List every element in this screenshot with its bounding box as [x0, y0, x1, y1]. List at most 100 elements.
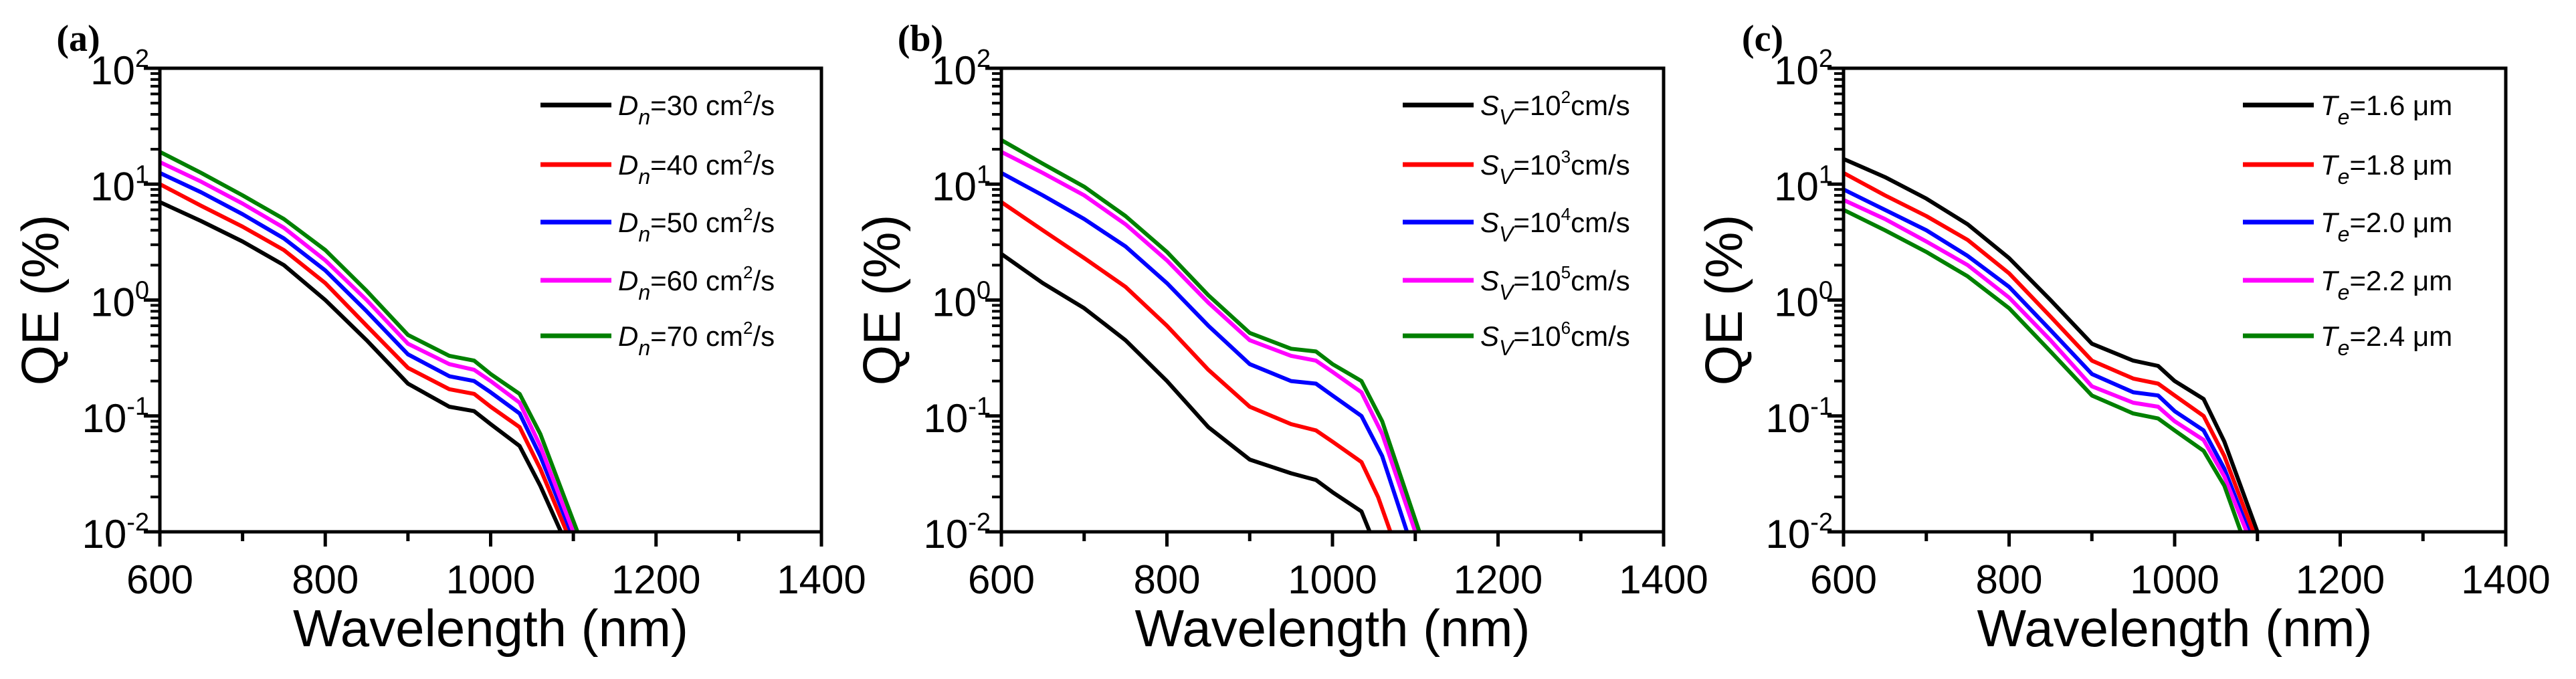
series-line-2 [160, 182, 569, 532]
legend-label: Dn=60 cm2/s [618, 262, 775, 304]
legend-symbol: S [1480, 149, 1499, 181]
legend-subscript: n [638, 222, 650, 246]
y-tick-base: 10 [82, 512, 126, 557]
y-tick-label: 100 [90, 277, 149, 325]
series-line-4 [1001, 150, 1417, 532]
series-line-5 [1844, 208, 2243, 532]
legend-item: Dn=60 cm2/s [540, 262, 775, 304]
legend-unit: /s [753, 320, 775, 352]
legend: SV=102cm/sSV=103cm/sSV=104cm/sSV=105cm/s… [1403, 87, 1630, 360]
y-tick-base: 10 [932, 280, 977, 325]
legend-value: =30 cm [650, 90, 743, 121]
legend: Dn=30 cm2/sDn=40 cm2/sDn=50 cm2/sDn=60 c… [540, 87, 775, 360]
y-tick-label: 101 [90, 161, 149, 209]
legend-subscript: V [1499, 165, 1515, 189]
legend-subscript: n [638, 165, 650, 189]
y-tick-base: 10 [1774, 164, 1819, 209]
legend-label: SV=103cm/s [1480, 147, 1630, 189]
x-tick-label: 800 [1133, 557, 1200, 602]
y-tick-exponent: 0 [135, 277, 149, 305]
legend-unit: cm/s [1571, 149, 1630, 181]
y-axis-title: QE (%) [11, 215, 70, 386]
y-tick-label: 100 [1774, 277, 1833, 325]
legend-symbol: D [618, 149, 638, 181]
legend-subscript: e [2338, 165, 2350, 189]
legend-label: Te=1.8 μm [2320, 149, 2452, 189]
legend-superscript: 6 [1561, 318, 1571, 338]
legend-superscript: 2 [743, 262, 753, 282]
series-line-2 [1844, 171, 2256, 532]
y-tick-base: 10 [90, 280, 135, 325]
legend-item: Te=1.6 μm [2243, 90, 2452, 129]
legend-label: Te=2.2 μm [2320, 265, 2452, 304]
y-tick-label: 10-1 [1765, 393, 1833, 441]
x-tick-label: 1200 [1454, 557, 1543, 602]
panel-c: (c)600 800 1000 1200 140010-210-1100101102Wa… [1694, 18, 2551, 658]
y-tick-base: 10 [1765, 512, 1810, 557]
legend-unit: cm/s [1571, 90, 1630, 121]
legend-symbol: D [618, 90, 638, 121]
legend-unit: cm/s [1571, 320, 1630, 352]
legend-subscript: e [2338, 280, 2350, 304]
plot-frame [158, 66, 823, 534]
legend-subscript: n [638, 280, 650, 304]
legend-unit: /s [753, 207, 775, 238]
x-tick-label: 1400 [777, 557, 866, 602]
y-tick-label: 10-2 [923, 508, 991, 557]
y-tick-label: 102 [932, 45, 991, 93]
legend-item: Dn=40 cm2/s [540, 147, 775, 189]
y-tick-exponent: 2 [1819, 45, 1833, 73]
legend-label: Dn=50 cm2/s [618, 204, 775, 246]
legend-value: =10 [1513, 265, 1561, 296]
legend-subscript: V [1499, 105, 1515, 129]
legend-item: Dn=50 cm2/s [540, 204, 775, 246]
legend-subscript: e [2338, 105, 2350, 129]
x-axis-title: Wavelength (nm) [1135, 599, 1530, 658]
legend-unit: /s [753, 265, 775, 296]
y-tick-base: 10 [90, 164, 135, 209]
y-tick-exponent: 2 [977, 45, 991, 73]
legend-superscript: 2 [1561, 87, 1571, 107]
y-tick-exponent: -2 [1810, 508, 1833, 537]
y-tick-exponent: 1 [977, 161, 991, 189]
legend-value: =60 cm [650, 265, 743, 296]
legend-label: Te=2.0 μm [2320, 207, 2452, 246]
legend-label: Dn=30 cm2/s [618, 87, 775, 129]
x-tick-label: 800 [292, 557, 359, 602]
x-tick-label: 1200 [611, 557, 700, 602]
y-tick-label: 102 [1774, 45, 1833, 93]
legend-unit: /s [753, 90, 775, 121]
legend-label: Te=2.4 μm [2320, 320, 2452, 360]
panel-a: (a)600 800 1000 1200 140010-210-1100101102Wa… [11, 18, 866, 658]
series-line-3 [160, 171, 573, 532]
y-tick-base: 10 [923, 512, 968, 557]
y-tick-exponent: 2 [135, 45, 149, 73]
series-line-1 [1844, 157, 2260, 532]
y-tick-base: 10 [1774, 280, 1819, 325]
legend-superscript: 4 [1561, 204, 1571, 224]
plot-frame [999, 66, 1666, 534]
x-tick-label: 1400 [1619, 557, 1708, 602]
y-tick-base: 10 [1765, 396, 1810, 441]
legend-superscript: 2 [743, 87, 753, 107]
legend-label: Dn=40 cm2/s [618, 147, 775, 189]
legend-label: SV=104cm/s [1480, 204, 1630, 246]
panel-label: (a) [56, 18, 100, 60]
y-tick-label: 102 [90, 45, 149, 93]
legend-subscript: e [2338, 336, 2350, 360]
legend-label: SV=106cm/s [1480, 318, 1630, 360]
legend-symbol: T [2320, 265, 2340, 296]
legend-symbol: T [2320, 149, 2340, 181]
legend-label: SV=105cm/s [1480, 262, 1630, 304]
legend-value: =70 cm [650, 320, 743, 352]
plot-frame [1842, 66, 2508, 534]
legend-value: =1.8 μm [2349, 149, 2452, 181]
legend-item: Dn=70 cm2/s [540, 318, 775, 360]
x-axis-title: Wavelength (nm) [1977, 599, 2373, 658]
legend-value: =2.0 μm [2349, 207, 2452, 238]
y-tick-exponent: 1 [1819, 161, 1833, 189]
legend-value: =10 [1513, 207, 1561, 238]
x-tick-label: 800 [1975, 557, 2042, 602]
series-line-3 [1001, 171, 1409, 532]
y-tick-label: 10-1 [82, 393, 149, 441]
